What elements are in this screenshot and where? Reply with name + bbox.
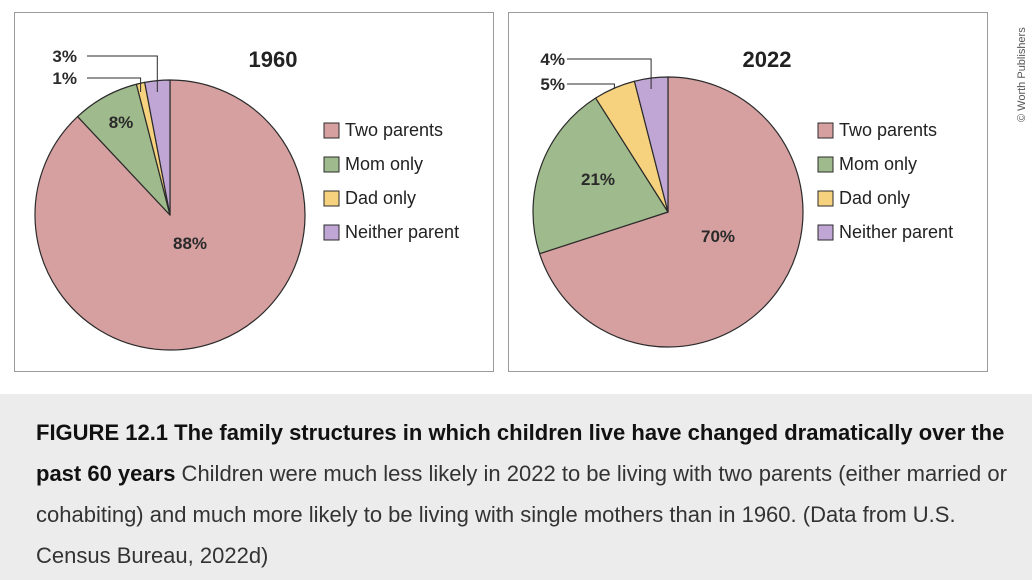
slice-label-mom-only: 21%	[581, 170, 615, 189]
chart-title: 1960	[249, 47, 298, 72]
legend-swatch-dad-only	[817, 190, 834, 207]
legend-label-dad-only: Dad only	[345, 188, 416, 208]
legend-swatch-two-parents	[323, 122, 340, 139]
figure-caption: FIGURE 12.1 The family structures in whi…	[0, 394, 1032, 580]
pie-slice-mom-only	[532, 97, 669, 255]
legend-label-two-parents: Two parents	[345, 120, 443, 140]
legend-swatch-mom-only	[323, 156, 340, 173]
chart-panel-2022: 70% 21% 5% 4% 2022 Two parents Mom only Dad onl…	[508, 12, 988, 372]
legend-label-dad-only: Dad only	[839, 188, 910, 208]
pie-chart-1960: 88% 8% 1% 3% 1960 Two parents Mom only Dad only…	[34, 47, 459, 351]
chart-panel-1960: 88% 8% 1% 3% 1960 Two parents Mom only Dad only…	[14, 12, 494, 372]
slice-label-two-parents: 70%	[701, 227, 735, 246]
legend-swatch-neither-parent	[817, 224, 834, 241]
legend-label-mom-only: Mom only	[839, 154, 917, 174]
slice-label-two-parents: 88%	[173, 234, 207, 253]
callout-label-dad-only: 5%	[540, 75, 565, 94]
callout-label-neither-parent: 4%	[540, 50, 565, 69]
credit-text: © Worth Publishers	[1016, 27, 1028, 122]
callout-label-neither-parent: 3%	[52, 47, 77, 66]
slice-label-mom-only: 8%	[109, 113, 134, 132]
legend-label-mom-only: Mom only	[345, 154, 423, 174]
legend-label-neither-parent: Neither parent	[839, 222, 953, 242]
caption-body: Children were much less likely in 2022 t…	[36, 461, 1007, 568]
legend-label-neither-parent: Neither parent	[345, 222, 459, 242]
callout-line-dad-only	[87, 77, 142, 92]
callout-line-neither-parent	[87, 55, 158, 92]
credit-line: © Worth Publishers	[1012, 10, 1032, 128]
legend-swatch-neither-parent	[323, 224, 340, 241]
legend-swatch-two-parents	[817, 122, 834, 139]
legend-swatch-dad-only	[323, 190, 340, 207]
pie-slice-two-parents	[539, 76, 804, 348]
pie-chart-2022: 70% 21% 5% 4% 2022 Two parents Mom only Dad onl…	[532, 47, 953, 348]
callout-line-neither-parent	[567, 58, 652, 89]
callout-line-dad-only	[567, 83, 615, 89]
caption-title: FIGURE 12.1 The family structures in whi…	[36, 420, 1005, 486]
caption-paragraph: FIGURE 12.1 The family structures in whi…	[36, 412, 1016, 576]
legend-label-two-parents: Two parents	[839, 120, 937, 140]
legend-swatch-mom-only	[817, 156, 834, 173]
callout-label-dad-only: 1%	[52, 69, 77, 88]
chart-title: 2022	[743, 47, 792, 72]
